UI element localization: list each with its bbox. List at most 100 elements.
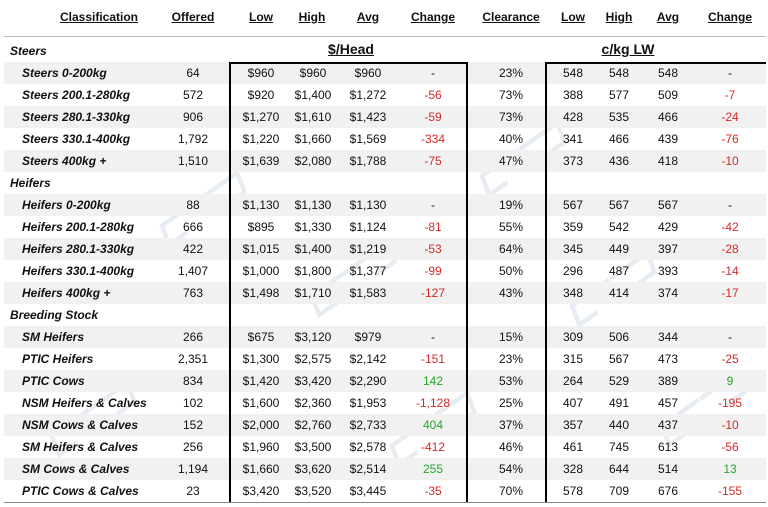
table-row: SM Heifers 266 $675 $3,120 $979 - 15% 309 506 344… xyxy=(4,326,766,348)
cell-high-ckg: 567 xyxy=(608,352,630,366)
header-high: High xyxy=(298,10,326,24)
cell-low: $1,960 xyxy=(242,440,280,454)
cell-high-ckg: 529 xyxy=(608,374,630,388)
cell-high: $3,520 xyxy=(294,484,332,498)
cell-change: -81 xyxy=(424,220,442,234)
cell-low-ckg: 309 xyxy=(562,330,584,344)
table-header-row: Classification Offered Low High Avg Chan… xyxy=(4,6,766,28)
cell-clearance: 23% xyxy=(498,66,524,80)
cell-change-ckg: - xyxy=(728,198,732,212)
cell-low-ckg: 264 xyxy=(562,374,584,388)
cell-avg: $2,578 xyxy=(349,440,387,454)
cell-avg-ckg: 418 xyxy=(657,154,679,168)
cell-clearance: 19% xyxy=(498,198,524,212)
row-classification: SM Heifers & Calves xyxy=(22,440,139,454)
cell-offered: 23 xyxy=(186,484,200,498)
header-clearance: Clearance xyxy=(482,10,540,24)
cell-low: $1,300 xyxy=(242,352,280,366)
cell-high: $1,400 xyxy=(294,242,332,256)
cell-low-ckg: 388 xyxy=(562,88,584,102)
header-avg-ckg: Avg xyxy=(656,10,680,24)
cell-change: -1,128 xyxy=(415,396,451,410)
cell-change-ckg: -10 xyxy=(721,154,739,168)
cell-low: $1,639 xyxy=(242,154,280,168)
cell-high: $3,120 xyxy=(294,330,332,344)
cell-high-ckg: 548 xyxy=(608,66,630,80)
section-label: Heifers xyxy=(10,176,51,190)
row-classification: Steers 280.1-330kg xyxy=(22,110,131,124)
cell-change-ckg: - xyxy=(728,66,732,80)
cell-low: $1,660 xyxy=(242,462,280,476)
cell-offered: 266 xyxy=(182,330,204,344)
cell-offered: 666 xyxy=(182,220,204,234)
cell-change-ckg: -56 xyxy=(721,440,739,454)
row-classification: NSM Cows & Calves xyxy=(22,418,139,432)
row-classification: Steers 400kg + xyxy=(22,154,107,168)
cell-low-ckg: 328 xyxy=(562,462,584,476)
cell-change-ckg: 9 xyxy=(726,374,734,388)
row-classification: Heifers 200.1-280kg xyxy=(22,220,135,234)
cell-change: -59 xyxy=(424,110,442,124)
cell-high: $1,800 xyxy=(294,264,332,278)
cell-avg-ckg: 514 xyxy=(657,462,679,476)
cell-high-ckg: 542 xyxy=(608,220,630,234)
cell-offered: 1,510 xyxy=(177,154,209,168)
cell-high: $2,360 xyxy=(294,396,332,410)
cell-offered: 2,351 xyxy=(177,352,209,366)
cell-low-ckg: 341 xyxy=(562,132,584,146)
cell-high-ckg: 567 xyxy=(608,198,630,212)
cell-low: $2,000 xyxy=(242,418,280,432)
cell-change-ckg: -195 xyxy=(717,396,743,410)
column-divider xyxy=(466,62,468,503)
cell-avg: $1,583 xyxy=(349,286,387,300)
cell-clearance: 46% xyxy=(498,440,524,454)
cell-offered: 152 xyxy=(182,418,204,432)
cell-low: $1,220 xyxy=(242,132,280,146)
row-classification: Heifers 400kg + xyxy=(22,286,111,300)
cell-avg: $1,788 xyxy=(349,154,387,168)
table-row: Steers 0-200kg 64 $960 $960 $960 - 23% 548 548 54… xyxy=(4,62,766,84)
header-avg: Avg xyxy=(356,10,380,24)
cell-clearance: 40% xyxy=(498,132,524,146)
cell-clearance: 43% xyxy=(498,286,524,300)
cell-high-ckg: 466 xyxy=(608,132,630,146)
cell-change: 142 xyxy=(422,374,444,388)
cell-low-ckg: 345 xyxy=(562,242,584,256)
cell-low-ckg: 548 xyxy=(562,66,584,80)
column-divider xyxy=(545,62,547,503)
cell-change: 255 xyxy=(422,462,444,476)
row-classification: Steers 330.1-400kg xyxy=(22,132,131,146)
header-offered: Offered xyxy=(171,10,215,24)
cell-avg: $2,733 xyxy=(349,418,387,432)
cell-change-ckg: -42 xyxy=(721,220,739,234)
cell-high-ckg: 535 xyxy=(608,110,630,124)
cell-change: 404 xyxy=(422,418,444,432)
cell-high: $1,130 xyxy=(294,198,332,212)
table-row: Heifers 0-200kg 88 $1,130 $1,130 $1,130 - 19% 5… xyxy=(4,194,766,216)
column-divider xyxy=(229,62,231,503)
table-row: Heifers 280.1-330kg 422 $1,015 $1,400 $1,219… xyxy=(4,238,766,260)
header-change: Change xyxy=(410,10,455,24)
cell-low: $1,420 xyxy=(242,374,280,388)
cell-offered: 906 xyxy=(182,110,204,124)
table-row: Heifers 330.1-400kg 1,407 $1,000 $1,800 $1,3… xyxy=(4,260,766,282)
cell-high-ckg: 449 xyxy=(608,242,630,256)
table-row: Steers 400kg + 1,510 $1,639 $2,080 $1,788 -75… xyxy=(4,150,766,172)
header-divider xyxy=(4,36,766,37)
cell-change-ckg: -28 xyxy=(721,242,739,256)
cell-high-ckg: 745 xyxy=(608,440,630,454)
table-row: NSM Cows & Calves 152 $2,000 $2,760 $2,733 40… xyxy=(4,414,766,436)
cell-high-ckg: 577 xyxy=(608,88,630,102)
cell-avg: $2,514 xyxy=(349,462,387,476)
header-change-ckg: Change xyxy=(707,10,752,24)
cell-avg-ckg: 344 xyxy=(657,330,679,344)
cell-avg-ckg: 567 xyxy=(657,198,679,212)
header-low: Low xyxy=(249,10,273,24)
cell-offered: 1,407 xyxy=(177,264,209,278)
cell-high: $3,500 xyxy=(294,440,332,454)
section-header-row: Heifers xyxy=(4,172,766,194)
cell-low-ckg: 428 xyxy=(562,110,584,124)
table-row: PTIC Cows 834 $1,420 $3,420 $2,290 142 53% 264 5… xyxy=(4,370,766,392)
cell-avg-ckg: 389 xyxy=(657,374,679,388)
cell-change: -53 xyxy=(424,242,442,256)
